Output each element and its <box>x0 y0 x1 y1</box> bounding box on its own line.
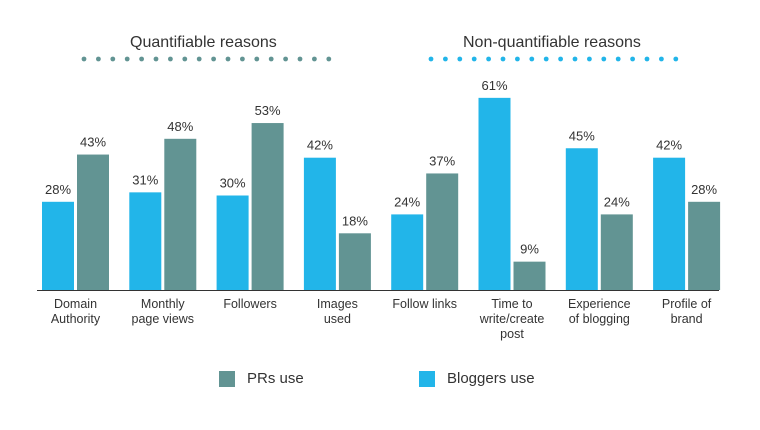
dot <box>659 56 664 62</box>
legend-bloggers: Bloggers use <box>419 370 535 387</box>
dot <box>283 56 288 62</box>
dot <box>139 56 145 62</box>
legend-label-prs: PRs use <box>247 370 304 387</box>
group-title-quantifiable: Quantifiable reasons <box>130 34 277 51</box>
dot <box>110 56 116 62</box>
category-label-5: Follow links <box>392 297 457 311</box>
value-label-prs-4: 18% <box>342 213 368 228</box>
value-label-prs-5: 37% <box>429 153 455 168</box>
bar-prs-8 <box>688 201 721 290</box>
value-label-prs-2: 48% <box>167 119 193 134</box>
bar-prs-4 <box>338 233 371 290</box>
bar-prs-1 <box>77 154 109 290</box>
category-label-1: Domain Authority <box>50 297 101 326</box>
dot <box>587 56 592 62</box>
dot <box>225 56 231 62</box>
dot <box>428 56 434 62</box>
dot <box>240 56 245 62</box>
dot <box>543 56 549 62</box>
bar-bloggers-6 <box>478 97 511 290</box>
value-label-bloggers-3: 30% <box>220 176 246 191</box>
value-label-prs-7: 24% <box>604 194 630 209</box>
dot <box>326 56 332 62</box>
dot <box>486 56 491 62</box>
dot <box>558 56 563 62</box>
dot <box>601 56 607 62</box>
bar-bloggers-5 <box>391 214 424 290</box>
dot <box>471 56 477 62</box>
bar-prs-2 <box>164 138 197 290</box>
bar-prs-7 <box>600 214 633 290</box>
value-label-bloggers-7: 45% <box>569 128 595 143</box>
dot <box>644 56 650 62</box>
dot <box>457 56 463 62</box>
non-quantifiable-dotted-line <box>428 56 679 62</box>
dot <box>297 56 303 62</box>
value-label-bloggers-1: 28% <box>45 182 71 197</box>
dot <box>630 56 635 62</box>
category-label-3: Followers <box>223 297 277 311</box>
dot <box>168 56 173 62</box>
bar-bloggers-8 <box>653 157 686 290</box>
legend-label-bloggers: Bloggers use <box>447 370 535 387</box>
dot <box>211 56 217 62</box>
category-label-2: Monthly page views <box>131 297 195 326</box>
bar-bloggers-7 <box>565 148 598 290</box>
dot <box>443 56 448 62</box>
dot <box>124 56 130 62</box>
dot <box>673 56 679 62</box>
bar-prs-5 <box>426 173 459 290</box>
dot <box>500 56 506 62</box>
legend-swatch-prs <box>219 370 235 387</box>
dot <box>312 56 317 62</box>
bar-prs-3 <box>251 123 284 290</box>
dot <box>615 56 621 62</box>
category-label-8: Profile of brand <box>661 297 712 326</box>
quantifiable-dotted-line <box>81 56 332 62</box>
value-label-prs-6: 9% <box>520 242 539 257</box>
value-label-bloggers-4: 42% <box>307 138 333 153</box>
dot <box>153 56 159 62</box>
bar-bloggers-1 <box>42 201 74 290</box>
value-label-prs-8: 28% <box>691 182 717 197</box>
dot <box>96 56 101 62</box>
dot <box>81 56 87 62</box>
dot <box>572 56 578 62</box>
dot <box>196 56 202 62</box>
bar-prs-6 <box>513 261 546 290</box>
legend-prs: PRs use <box>219 370 304 387</box>
dot <box>268 56 274 62</box>
category-label-7: Experience of blogging <box>568 297 631 326</box>
value-label-bloggers-6: 61% <box>481 78 507 93</box>
dot <box>254 56 260 62</box>
value-label-bloggers-8: 42% <box>656 138 682 153</box>
group-title-non-quantifiable: Non-quantifiable reasons <box>463 34 641 51</box>
bar-bloggers-4 <box>303 157 336 290</box>
dot <box>529 56 535 62</box>
value-label-bloggers-2: 31% <box>132 172 158 187</box>
bar-bloggers-3 <box>216 195 249 290</box>
legend-swatch-bloggers <box>419 370 435 387</box>
category-label-6: Time to write/create post <box>479 297 545 341</box>
value-label-prs-1: 43% <box>80 135 106 150</box>
value-label-prs-3: 53% <box>255 103 281 118</box>
category-label-4: Images used <box>316 297 358 326</box>
bar-bloggers-2 <box>129 192 162 290</box>
dot <box>182 56 188 62</box>
value-label-bloggers-5: 24% <box>394 194 420 209</box>
dot <box>515 56 520 62</box>
